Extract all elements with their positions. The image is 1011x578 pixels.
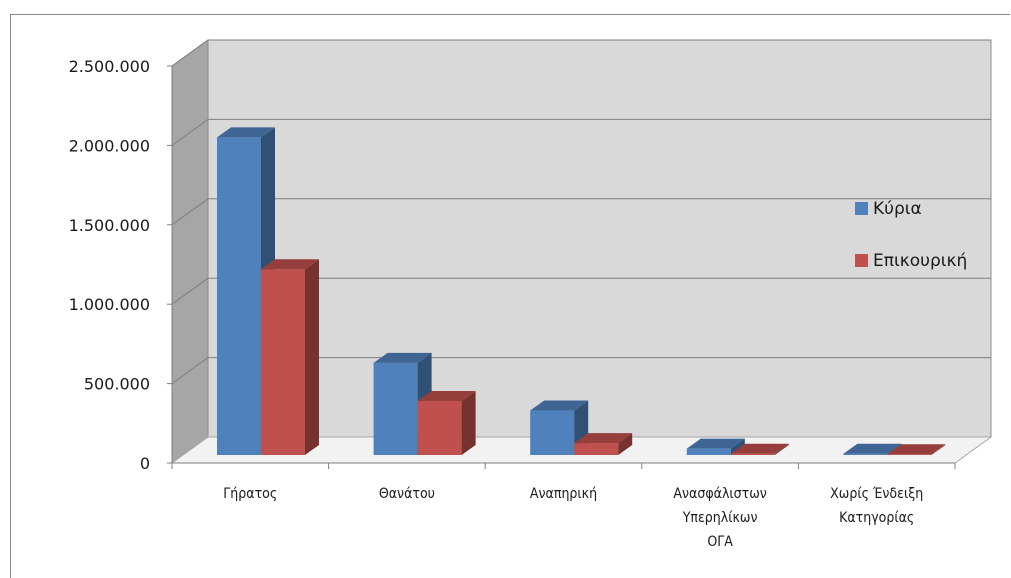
x-category-label: ΟΓΑ bbox=[707, 534, 733, 550]
back-wall bbox=[207, 39, 992, 438]
side-wall bbox=[171, 39, 209, 464]
x-category-label: Ανασφάλιστων bbox=[673, 486, 766, 502]
bar-side bbox=[931, 444, 946, 455]
gridline bbox=[171, 198, 991, 226]
bar-front bbox=[373, 362, 418, 455]
legend-swatch bbox=[855, 202, 868, 215]
y-tick-label: 2.000.000 bbox=[69, 136, 150, 155]
bar-side bbox=[730, 438, 745, 455]
bar-top bbox=[843, 443, 902, 454]
bar-front bbox=[574, 443, 619, 455]
y-tick-label: 1.000.000 bbox=[69, 295, 150, 314]
bar-top bbox=[217, 127, 275, 138]
bar-top bbox=[730, 443, 789, 454]
gridline bbox=[171, 39, 991, 67]
bar-top bbox=[686, 438, 745, 449]
bar-front bbox=[417, 401, 462, 455]
x-category-label: Αναπηρική bbox=[530, 486, 597, 502]
bar-top bbox=[373, 352, 432, 363]
gridline bbox=[171, 277, 991, 305]
bar-front bbox=[730, 453, 775, 455]
x-category-label: Κατηγορίας bbox=[839, 510, 914, 526]
bar-front bbox=[217, 137, 261, 455]
gridline bbox=[171, 357, 991, 385]
bar-side bbox=[305, 259, 319, 455]
bar-side bbox=[774, 443, 789, 455]
y-tick-label: 0 bbox=[140, 454, 150, 473]
bar-top bbox=[417, 391, 476, 402]
gridline bbox=[171, 118, 991, 146]
legend-label: Κύρια bbox=[873, 199, 922, 219]
y-tick-label: 500.000 bbox=[84, 375, 150, 394]
bar-top bbox=[261, 259, 319, 270]
bar-side bbox=[461, 391, 476, 455]
bar-front bbox=[887, 454, 932, 455]
x-category-label: Χωρίς Ένδειξη bbox=[830, 486, 923, 502]
legend-swatch bbox=[855, 254, 868, 267]
x-category-label: Θανάτου bbox=[379, 486, 435, 502]
x-category-label: Γήρατος bbox=[223, 486, 277, 502]
y-tick-label: 2.500.000 bbox=[69, 57, 150, 76]
legend-label: Επικουρική bbox=[873, 251, 967, 271]
chart-frame bbox=[10, 14, 1010, 578]
x-category-label: Υπερηλίκων bbox=[682, 510, 758, 526]
bar-top bbox=[574, 433, 633, 444]
bar-top bbox=[530, 400, 589, 411]
bar-front bbox=[843, 453, 888, 455]
bar-side bbox=[618, 433, 633, 455]
bar-front bbox=[530, 410, 575, 455]
bar-top bbox=[887, 444, 946, 455]
y-tick-label: 1.500.000 bbox=[69, 216, 150, 235]
bar-front bbox=[686, 448, 731, 455]
bar-front bbox=[261, 269, 305, 455]
